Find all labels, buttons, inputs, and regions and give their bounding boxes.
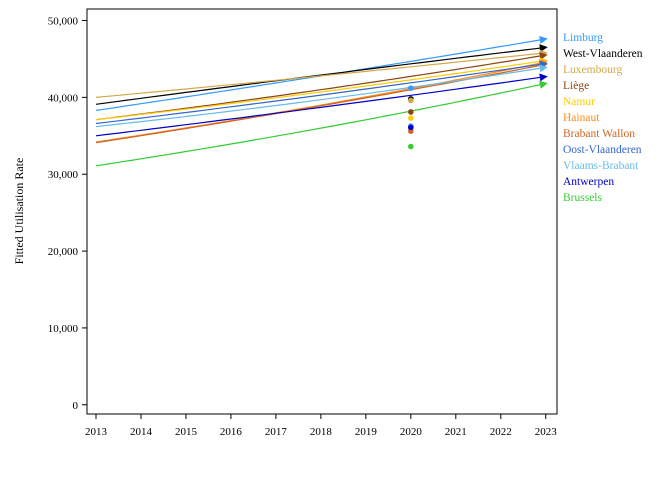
series-arrow-antwerpen — [539, 73, 548, 82]
series-line-hainaut — [95, 61, 546, 143]
legend-item-liege: Liège — [563, 80, 589, 92]
observed-point-brabant-wallon — [408, 128, 414, 134]
observed-point-limburg — [408, 85, 414, 91]
y-axis-title: Fitted Utilisation Rate — [12, 158, 26, 265]
series-line-vlaams-brabant — [95, 66, 546, 128]
observed-point-luxembourg — [408, 97, 414, 104]
legend-item-limburg: Limburg — [563, 32, 603, 44]
y-tick-label: 0 — [73, 400, 79, 412]
series-arrow-limburg — [539, 36, 548, 44]
legend-item-hainaut: Hainaut — [563, 112, 600, 124]
x-tick-label: 2023 — [535, 426, 558, 438]
x-tick-label: 2019 — [355, 426, 378, 438]
x-tick-label: 2021 — [445, 426, 467, 438]
legend-item-oost-vlaanderen: Oost-Vlaanderen — [563, 144, 642, 156]
y-tick-label: 40,000 — [48, 92, 79, 104]
x-tick-label: 2022 — [490, 426, 512, 438]
observed-point-liege — [408, 109, 414, 115]
series-arrow-brussels — [539, 80, 548, 89]
legend-item-west-vlaanderen: West-Vlaanderen — [563, 48, 643, 60]
observed-point-brussels — [408, 143, 414, 150]
series-line-west-vlaanderen — [95, 46, 546, 105]
y-axis: 0 10,000 20,000 30,000 40,000 50,000 — [48, 16, 87, 412]
observed-points-layer — [408, 85, 414, 150]
series-line-antwerpen — [95, 76, 546, 137]
legend-item-vlaams-brabant: Vlaams-Brabant — [563, 160, 639, 172]
legend-item-antwerpen: Antwerpen — [563, 176, 614, 188]
legend-item-luxembourg: Luxembourg — [563, 64, 622, 76]
y-tick-label: 30,000 — [48, 169, 79, 181]
x-tick-label: 2016 — [220, 426, 243, 438]
observed-point-namur — [408, 115, 414, 121]
series-arrow-vlaams-brabant — [539, 64, 548, 73]
legend: Limburg West-Vlaanderen Luxembourg Liège Nam… — [563, 32, 643, 204]
series-line-namur — [95, 59, 546, 121]
legend-item-brussels: Brussels — [563, 192, 603, 204]
series-line-oost-vlaanderen — [95, 63, 546, 125]
legend-item-brabant-wallon: Brabant Wallon — [563, 128, 635, 140]
series-arrow-west-vlaanderen — [539, 44, 548, 53]
y-tick-label: 20,000 — [48, 246, 79, 258]
x-tick-label: 2015 — [175, 426, 198, 438]
y-tick-label: 50,000 — [48, 16, 79, 28]
series-line-liege — [95, 54, 546, 121]
x-axis: 2013 2014 2015 2016 2017 2018 2019 2020 2021 2022… — [85, 414, 557, 438]
series-line-luxembourg — [95, 52, 546, 98]
y-tick-label: 10,000 — [48, 323, 79, 335]
x-tick-label: 2018 — [310, 426, 333, 438]
x-tick-label: 2020 — [400, 426, 423, 438]
legend-item-namur: Namur — [563, 96, 595, 108]
series-line-brussels — [95, 82, 546, 167]
x-tick-label: 2013 — [85, 426, 108, 438]
x-tick-label: 2017 — [265, 426, 288, 438]
x-tick-label: 2014 — [130, 426, 153, 438]
series-arrow-liege — [539, 52, 548, 61]
plot-frame — [86, 8, 558, 415]
observed-point-antwerpen — [408, 124, 414, 131]
series-layer — [95, 36, 548, 167]
